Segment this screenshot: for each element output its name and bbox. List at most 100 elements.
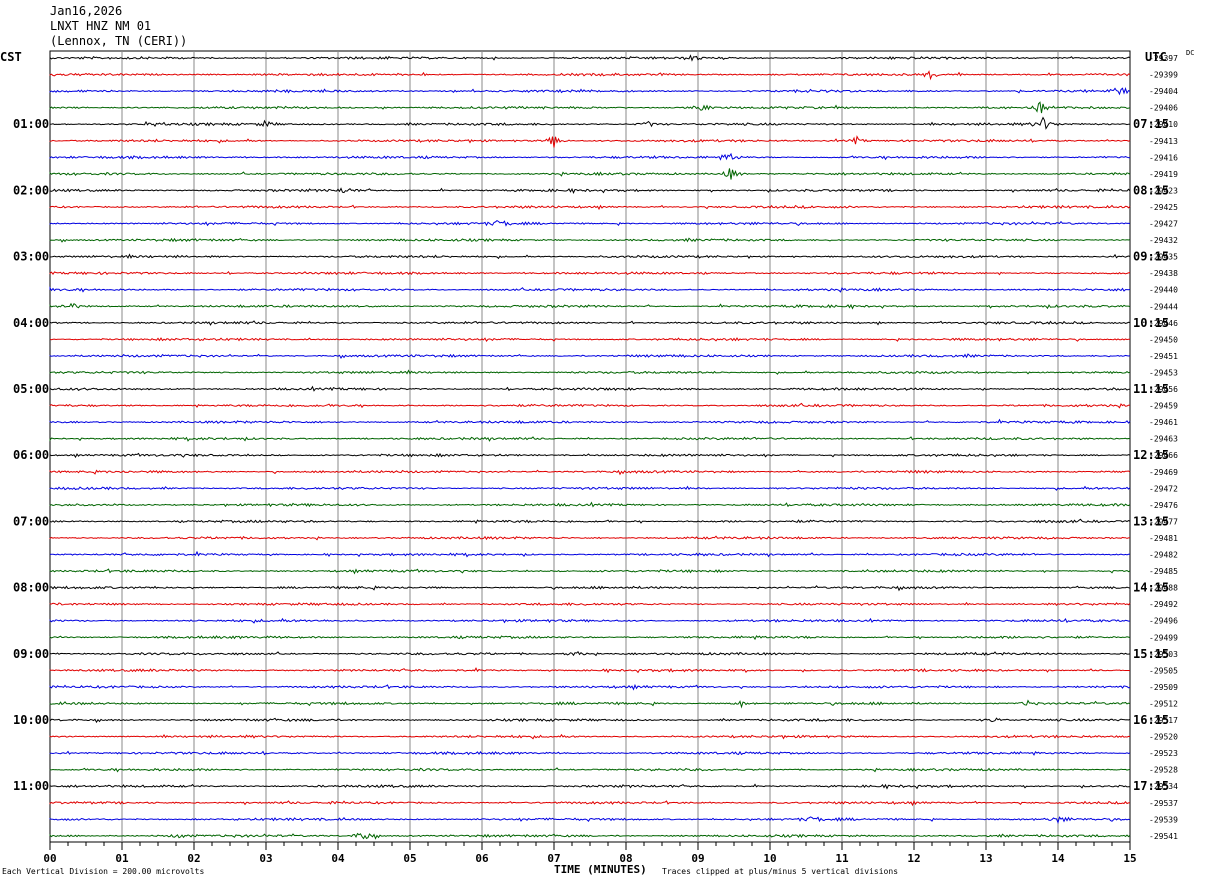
x-tick-label: 05 [403, 852, 416, 865]
plot-date: Jan16,2026 [50, 4, 123, 18]
trace-row [49, 568, 1131, 575]
dc-offset-label: -29459 [1149, 402, 1178, 411]
dc-offset-label: -29482 [1149, 551, 1178, 560]
trace-row [49, 550, 1131, 558]
trace-row [49, 152, 1131, 161]
trace-row [49, 699, 1131, 709]
right-hour-label: 11:15 [1133, 382, 1169, 396]
x-tick-label: 08 [619, 852, 632, 865]
left-hour-label: 10:00 [13, 713, 49, 727]
trace-row [49, 585, 1131, 592]
dc-offset-label: -29505 [1149, 666, 1178, 675]
trace-row [49, 518, 1131, 525]
x-tick-label: 06 [475, 852, 489, 865]
dc-offset-label: -29485 [1149, 567, 1178, 576]
dc-offset-label: -29425 [1149, 203, 1178, 212]
trace-row [49, 302, 1131, 310]
trace-row [49, 469, 1131, 476]
dc-offset-label: -29427 [1149, 220, 1178, 229]
dc-offset-label: -29450 [1149, 335, 1178, 344]
dc-offset-label: -29477 [1149, 517, 1178, 526]
trace-row [49, 651, 1131, 657]
x-tick-label: 07 [547, 852, 560, 865]
trace-row [49, 452, 1131, 459]
dc-offset-label: -29446 [1149, 319, 1178, 328]
trace-row [49, 219, 1131, 227]
left-hour-label: 01:00 [13, 117, 49, 131]
trace-row [49, 418, 1131, 425]
right-hour-label: 13:15 [1133, 514, 1169, 528]
left-hour-label: 09:00 [13, 647, 49, 661]
left-hour-label: 04:00 [13, 316, 49, 330]
trace-row [49, 337, 1131, 342]
dc-offset-label: -29435 [1149, 253, 1178, 262]
dc-offset-label: -29469 [1149, 468, 1178, 477]
axis-labels: 00 01 02 03 04 05 06 07 08 09 10 11 12 13 14 15 -29397 -2… [13, 54, 1178, 865]
station-code: LNXT HNZ NM 01 [50, 19, 152, 33]
dc-offset-label: -29453 [1149, 368, 1178, 377]
clip-note: Traces clipped at plus/minus 5 vertical … [662, 867, 899, 876]
dc-offset-label: -29440 [1149, 286, 1178, 295]
dc-offset-label: -29534 [1149, 782, 1178, 791]
trace-row [49, 601, 1131, 607]
dc-offset-label: -29399 [1149, 71, 1178, 80]
scale-note: Each Vertical Division = 200.00 microvol… [2, 867, 205, 876]
trace-row [49, 485, 1131, 491]
dc-offset-label: -29539 [1149, 815, 1178, 824]
dc-offset-label: -29451 [1149, 352, 1178, 361]
grid-lines [49, 50, 1131, 850]
x-tick-label: 01 [115, 852, 129, 865]
right-hour-label: 16:15 [1133, 713, 1169, 727]
dc-offset-label: -29444 [1149, 302, 1178, 311]
right-hour-label: 15:15 [1133, 647, 1169, 661]
dc-offset-label: -29404 [1149, 87, 1178, 96]
dc-offset-label: -29499 [1149, 633, 1178, 642]
trace-row [49, 635, 1131, 641]
dc-offset-label: -29512 [1149, 699, 1178, 708]
trace-row [49, 237, 1131, 243]
trace-row [49, 204, 1131, 211]
right-hour-label: 12:15 [1133, 448, 1169, 462]
trace-row [49, 253, 1131, 260]
dc-offset-label: -29476 [1149, 501, 1178, 510]
trace-row [49, 54, 1131, 62]
plot-frame [49, 50, 1131, 843]
left-hour-label: 08:00 [13, 581, 49, 595]
x-tick-label: 15 [1123, 852, 1136, 865]
trace-row [49, 617, 1130, 624]
trace-row [49, 385, 1131, 392]
dc-offset-label: -29472 [1149, 484, 1178, 493]
trace-row [49, 750, 1131, 756]
dc-offset-label: -29523 [1149, 749, 1178, 758]
trace-row [49, 320, 1131, 326]
right-hour-label: 17:15 [1133, 779, 1169, 793]
x-tick-label: 04 [331, 852, 345, 865]
dc-offset-label: -29413 [1149, 137, 1178, 146]
dc-offset-label: -29503 [1149, 650, 1178, 659]
trace-row [49, 271, 1131, 276]
trace-row [49, 101, 1131, 114]
trace-row [49, 501, 1131, 508]
trace-row [49, 286, 1131, 293]
dc-offset-header: DC [1186, 49, 1195, 57]
x-tick-label: 12 [907, 852, 920, 865]
dc-offset-label: -29492 [1149, 600, 1178, 609]
right-hour-label: 09:15 [1133, 250, 1169, 264]
dc-offset-label: -29419 [1149, 170, 1178, 179]
trace-row [49, 116, 1131, 130]
trace-row [49, 168, 1131, 180]
trace-group [49, 54, 1131, 840]
dc-offset-label: -29463 [1149, 435, 1178, 444]
trace-row [49, 799, 1131, 807]
right-hour-label: 10:15 [1133, 316, 1169, 330]
trace-row [49, 369, 1131, 375]
dc-offset-label: -29488 [1149, 584, 1178, 593]
dc-offset-label: -29496 [1149, 617, 1178, 626]
right-hour-label: 14:15 [1133, 581, 1169, 595]
trace-row [49, 70, 1131, 81]
trace-row [49, 535, 1131, 541]
trace-row [49, 135, 1131, 148]
x-tick-label: 03 [259, 852, 272, 865]
trace-row [49, 816, 1131, 825]
